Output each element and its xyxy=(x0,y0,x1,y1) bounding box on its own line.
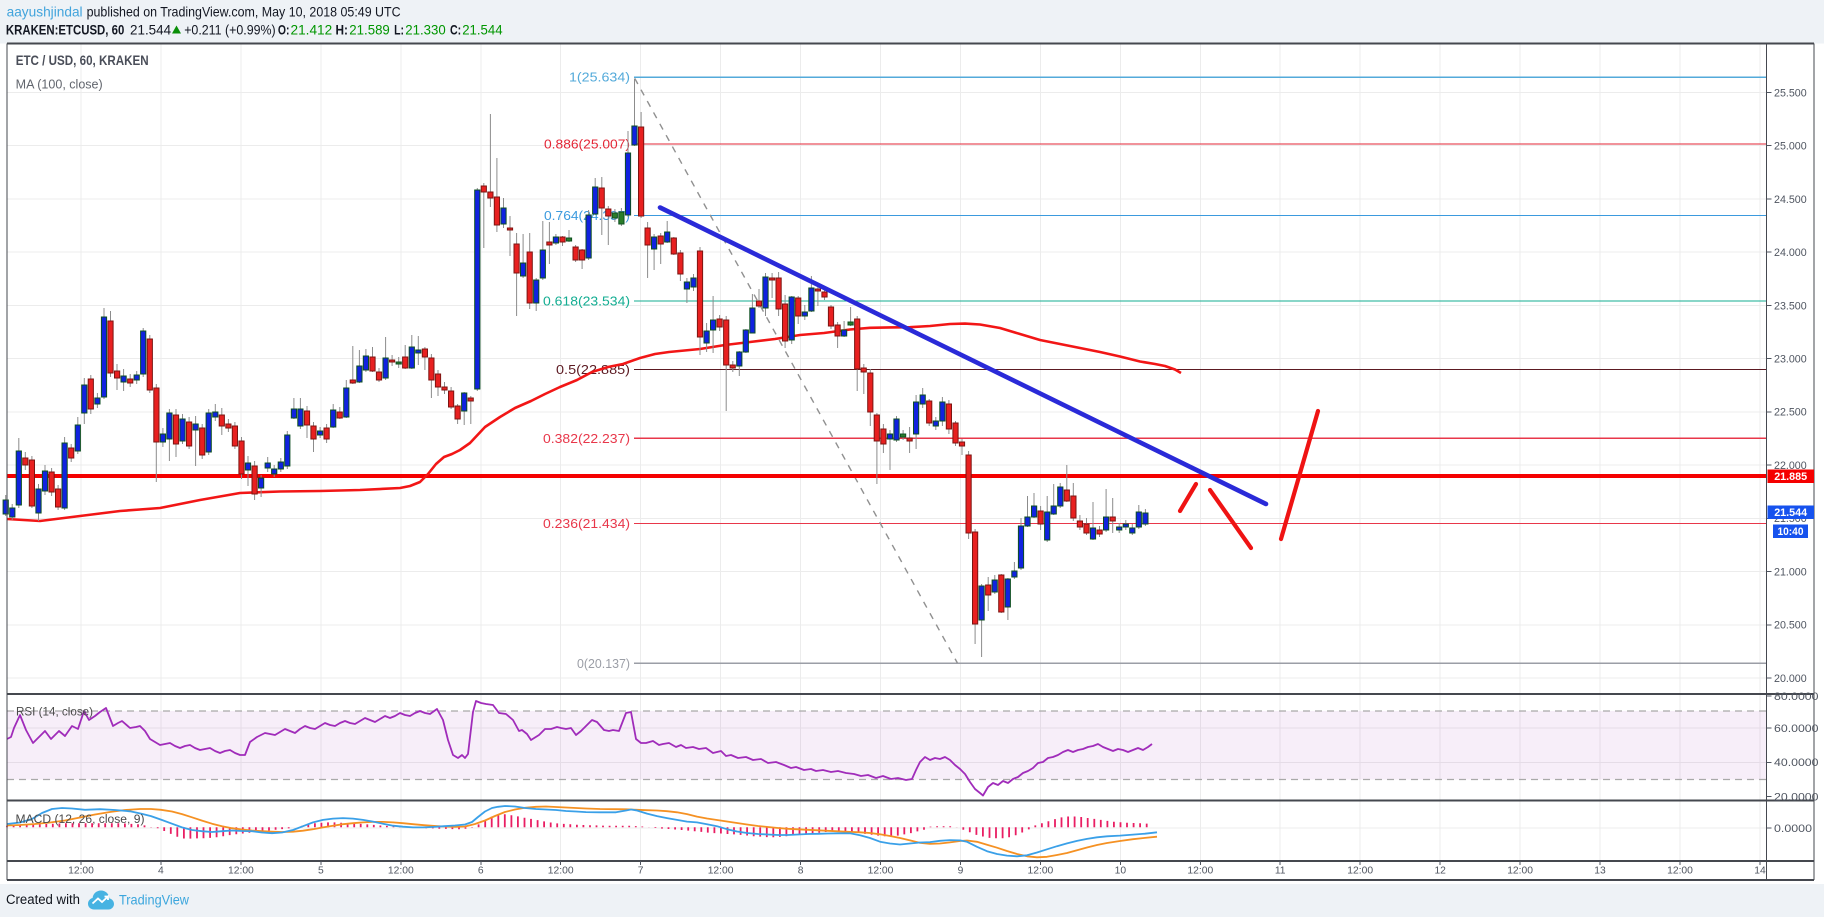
svg-text:20.500: 20.500 xyxy=(1774,620,1807,632)
svg-text:24.500: 24.500 xyxy=(1774,194,1807,206)
svg-text:O:: O: xyxy=(278,22,290,37)
svg-text:0.0000: 0.0000 xyxy=(1774,823,1812,835)
svg-text:14: 14 xyxy=(1754,866,1766,877)
svg-text:ETC / USD, 60, KRAKEN: ETC / USD, 60, KRAKEN xyxy=(16,52,149,68)
svg-text:40.0000: 40.0000 xyxy=(1774,757,1819,769)
svg-text:12:00: 12:00 xyxy=(1028,866,1054,877)
svg-text:7: 7 xyxy=(638,866,644,877)
svg-text:0.382(22.237): 0.382(22.237) xyxy=(543,431,630,446)
svg-text:0(20.137): 0(20.137) xyxy=(577,656,630,671)
svg-text:4: 4 xyxy=(158,866,164,877)
svg-text:12:00: 12:00 xyxy=(68,866,94,877)
svg-text:21.885: 21.885 xyxy=(1774,471,1807,483)
svg-text:C:: C: xyxy=(450,22,461,37)
svg-text:RSI (14, close): RSI (14, close) xyxy=(16,705,93,719)
svg-text:9: 9 xyxy=(958,866,964,877)
svg-text:20.0000: 20.0000 xyxy=(1774,791,1819,803)
svg-text:12:00: 12:00 xyxy=(868,866,894,877)
svg-text:11: 11 xyxy=(1275,866,1286,877)
svg-text:12:00: 12:00 xyxy=(228,866,254,877)
svg-text:0.236(21.434): 0.236(21.434) xyxy=(543,516,630,531)
svg-text:12:00: 12:00 xyxy=(1667,866,1693,877)
svg-text:MA (100, close): MA (100, close) xyxy=(16,78,103,92)
svg-text:80.0000: 80.0000 xyxy=(1774,691,1819,703)
svg-text:12:00: 12:00 xyxy=(388,866,414,877)
svg-text:60.0000: 60.0000 xyxy=(1774,723,1819,735)
svg-text:21.330: 21.330 xyxy=(405,22,446,37)
svg-text:Created with: Created with xyxy=(6,892,80,907)
svg-text:+0.211 (+0.99%): +0.211 (+0.99%) xyxy=(184,22,276,37)
svg-text:L:: L: xyxy=(394,22,404,37)
svg-text:13: 13 xyxy=(1594,866,1606,877)
svg-text:21.589: 21.589 xyxy=(349,22,390,37)
svg-text:MACD (12, 26, close, 9): MACD (12, 26, close, 9) xyxy=(16,812,145,826)
svg-text:21.000: 21.000 xyxy=(1774,567,1807,579)
svg-text:24.000: 24.000 xyxy=(1774,247,1807,259)
svg-text:KRAKEN:ETCUSD, 60: KRAKEN:ETCUSD, 60 xyxy=(6,22,124,37)
svg-text:aayushjindal: aayushjindal xyxy=(7,4,83,19)
svg-text:12:00: 12:00 xyxy=(1347,866,1373,877)
svg-text:0.886(25.007): 0.886(25.007) xyxy=(544,136,630,151)
svg-text:21.544: 21.544 xyxy=(1774,507,1807,519)
svg-text:TradingView: TradingView xyxy=(119,892,190,908)
svg-text:20.000: 20.000 xyxy=(1774,673,1807,685)
svg-text:12:00: 12:00 xyxy=(708,866,734,877)
svg-text:23.000: 23.000 xyxy=(1774,354,1807,366)
svg-text:12: 12 xyxy=(1434,866,1446,877)
svg-text:1(25.634): 1(25.634) xyxy=(569,70,630,85)
svg-text:21.544: 21.544 xyxy=(462,22,503,37)
svg-text:12:00: 12:00 xyxy=(1507,866,1533,877)
svg-text:12:00: 12:00 xyxy=(548,866,574,877)
svg-text:23.500: 23.500 xyxy=(1774,300,1807,312)
svg-text:21.544: 21.544 xyxy=(130,22,172,37)
svg-text:22.500: 22.500 xyxy=(1774,407,1807,419)
svg-text:published on TradingView.com,: published on TradingView.com, May 10, 20… xyxy=(87,4,401,19)
svg-text:H:: H: xyxy=(336,22,349,37)
svg-text:25.000: 25.000 xyxy=(1774,141,1807,153)
svg-text:6: 6 xyxy=(478,866,484,877)
svg-text:5: 5 xyxy=(318,866,324,877)
svg-text:10:40: 10:40 xyxy=(1778,526,1804,538)
svg-text:21.412: 21.412 xyxy=(291,22,333,37)
svg-text:0.618(23.534): 0.618(23.534) xyxy=(543,293,630,308)
svg-text:25.500: 25.500 xyxy=(1774,87,1807,99)
svg-text:22.000: 22.000 xyxy=(1774,460,1807,472)
svg-text:12:00: 12:00 xyxy=(1187,866,1213,877)
svg-text:10: 10 xyxy=(1115,866,1127,877)
svg-text:8: 8 xyxy=(798,866,804,877)
